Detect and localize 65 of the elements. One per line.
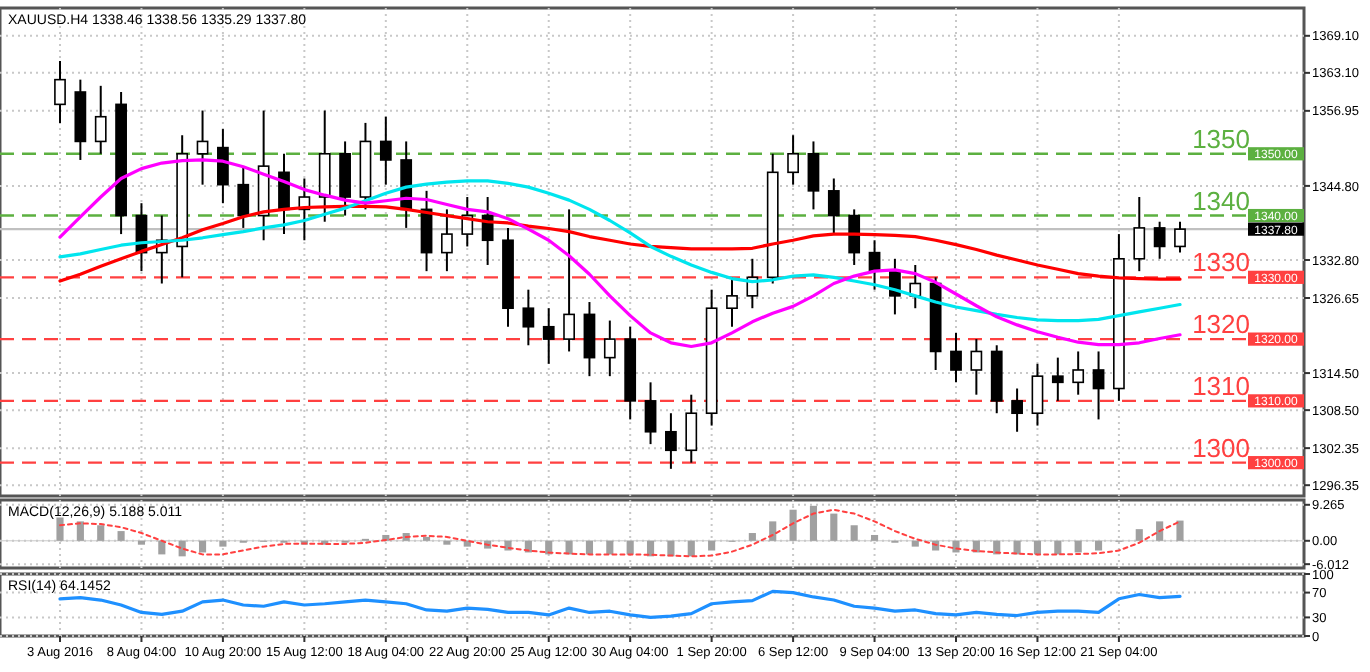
candlestick — [379, 115, 392, 186]
bar — [1156, 521, 1164, 541]
bar — [850, 525, 858, 541]
bar — [748, 533, 756, 541]
candlestick — [787, 134, 799, 186]
candlestick — [685, 393, 698, 464]
ref-line-label: 1340 — [1192, 185, 1250, 216]
ref-line-label: 1300 — [1192, 432, 1250, 463]
bar — [789, 509, 797, 541]
candlestick — [441, 208, 453, 273]
candlestick — [1011, 387, 1023, 433]
bar — [1074, 540, 1082, 553]
ref-line-label: 1330 — [1192, 247, 1250, 278]
bar — [1054, 540, 1062, 555]
candlestick — [848, 208, 861, 266]
bar — [219, 540, 227, 547]
candlestick — [950, 331, 962, 384]
candlestick — [1092, 350, 1105, 421]
bar — [76, 521, 84, 541]
bar — [463, 540, 471, 547]
candlestick — [970, 338, 983, 396]
bar — [1176, 520, 1184, 541]
bar — [97, 525, 105, 541]
bar — [606, 540, 614, 555]
bar — [1094, 540, 1103, 551]
candlestick — [94, 84, 107, 155]
bar — [117, 531, 125, 541]
bar — [830, 513, 838, 541]
ref-line-label: 1350 — [1192, 123, 1250, 154]
bar — [769, 521, 777, 541]
line-series — [58, 179, 1182, 323]
candlestick — [563, 208, 575, 353]
candlestick — [318, 109, 331, 223]
candlestick — [522, 288, 535, 347]
bar — [1135, 529, 1143, 541]
candlestick — [1072, 350, 1085, 396]
bar — [809, 505, 818, 541]
bar — [708, 540, 716, 551]
ref-line-label: 1320 — [1192, 309, 1250, 340]
candlestick — [339, 140, 351, 217]
candlestick — [807, 140, 820, 211]
bar — [56, 517, 64, 541]
candlestick — [1051, 356, 1064, 402]
candlestick — [54, 60, 66, 124]
bar — [1033, 540, 1042, 555]
bar — [911, 540, 919, 547]
candlestick — [1133, 196, 1146, 273]
bar — [687, 540, 695, 557]
candlestick — [542, 307, 555, 365]
line-series — [58, 589, 1182, 619]
candlestick — [644, 381, 657, 446]
bar — [198, 540, 207, 553]
candlestick — [1031, 362, 1044, 427]
ref-line-label: 1310 — [1192, 370, 1250, 401]
candlestick — [1174, 220, 1186, 254]
candlestick — [196, 109, 209, 186]
candlestick — [827, 177, 840, 236]
bar — [870, 534, 879, 541]
candlestick — [726, 276, 738, 328]
candlestick — [217, 128, 229, 205]
candlestick — [237, 165, 250, 229]
candlestick — [583, 301, 596, 378]
candlestick — [665, 412, 677, 470]
candlestick — [1153, 220, 1166, 260]
candlestick — [603, 319, 616, 378]
